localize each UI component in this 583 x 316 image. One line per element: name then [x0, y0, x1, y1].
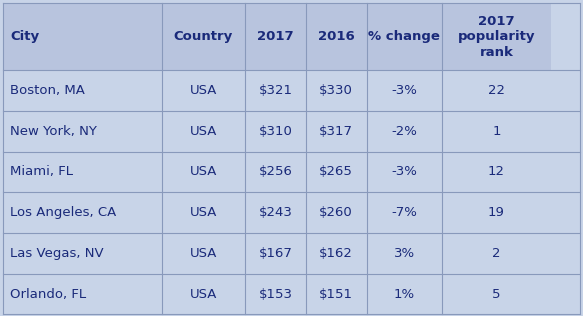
Text: $260: $260	[319, 206, 353, 219]
Bar	[245, 233, 306, 274]
Bar	[3, 152, 161, 192]
Text: $151: $151	[319, 288, 353, 301]
Text: $317: $317	[319, 125, 353, 138]
Text: 12: 12	[488, 165, 505, 179]
Text: -3%: -3%	[391, 84, 417, 97]
Bar	[161, 233, 245, 274]
Bar	[161, 274, 245, 314]
Bar	[3, 274, 161, 314]
Bar	[306, 111, 367, 152]
Text: USA: USA	[190, 288, 217, 301]
Text: New York, NY: New York, NY	[10, 125, 97, 138]
Text: -7%: -7%	[391, 206, 417, 219]
Bar	[161, 70, 245, 111]
Bar	[441, 274, 552, 314]
Text: USA: USA	[190, 84, 217, 97]
Text: 5: 5	[492, 288, 501, 301]
Text: 19: 19	[488, 206, 505, 219]
Bar	[441, 192, 552, 233]
Bar	[161, 192, 245, 233]
Bar	[306, 274, 367, 314]
Bar	[306, 233, 367, 274]
Bar	[367, 192, 441, 233]
Bar	[245, 3, 306, 70]
Text: 22: 22	[488, 84, 505, 97]
Text: Country: Country	[174, 30, 233, 43]
Text: Orlando, FL: Orlando, FL	[10, 288, 86, 301]
Bar	[245, 111, 306, 152]
Bar	[367, 274, 441, 314]
Text: % change: % change	[368, 30, 440, 43]
Bar	[367, 233, 441, 274]
Text: $162: $162	[319, 247, 353, 260]
Text: USA: USA	[190, 247, 217, 260]
Text: 2016: 2016	[318, 30, 354, 43]
Text: 1: 1	[492, 125, 501, 138]
Text: $310: $310	[259, 125, 293, 138]
Bar	[245, 192, 306, 233]
Bar	[161, 152, 245, 192]
Text: $265: $265	[319, 165, 353, 179]
Text: 2017
popularity
rank: 2017 popularity rank	[458, 15, 535, 59]
Bar	[441, 70, 552, 111]
Text: Boston, MA: Boston, MA	[10, 84, 85, 97]
Bar	[3, 192, 161, 233]
Bar	[441, 3, 552, 70]
Text: -2%: -2%	[391, 125, 417, 138]
Text: $243: $243	[259, 206, 293, 219]
Bar	[367, 152, 441, 192]
Text: 2017: 2017	[257, 30, 294, 43]
Bar	[245, 274, 306, 314]
Text: $256: $256	[259, 165, 293, 179]
Bar	[367, 111, 441, 152]
Text: Las Vegas, NV: Las Vegas, NV	[10, 247, 104, 260]
Bar	[441, 111, 552, 152]
Text: Miami, FL: Miami, FL	[10, 165, 73, 179]
Text: -3%: -3%	[391, 165, 417, 179]
Bar	[3, 70, 161, 111]
Text: $330: $330	[319, 84, 353, 97]
Bar	[306, 152, 367, 192]
Bar	[441, 233, 552, 274]
Text: Los Angeles, CA: Los Angeles, CA	[10, 206, 116, 219]
Bar	[306, 192, 367, 233]
Bar	[3, 3, 161, 70]
Text: City: City	[10, 30, 39, 43]
Bar	[3, 233, 161, 274]
Text: USA: USA	[190, 165, 217, 179]
Text: 1%: 1%	[394, 288, 415, 301]
Bar	[367, 3, 441, 70]
Text: USA: USA	[190, 125, 217, 138]
Bar	[3, 111, 161, 152]
Text: 2: 2	[492, 247, 501, 260]
Bar	[245, 152, 306, 192]
Text: 3%: 3%	[394, 247, 415, 260]
Text: $321: $321	[259, 84, 293, 97]
Text: $167: $167	[259, 247, 293, 260]
Bar	[306, 3, 367, 70]
Bar	[306, 70, 367, 111]
Bar	[367, 70, 441, 111]
Text: $153: $153	[259, 288, 293, 301]
Bar	[161, 3, 245, 70]
Text: USA: USA	[190, 206, 217, 219]
Bar	[161, 111, 245, 152]
Bar	[441, 152, 552, 192]
Bar	[245, 70, 306, 111]
